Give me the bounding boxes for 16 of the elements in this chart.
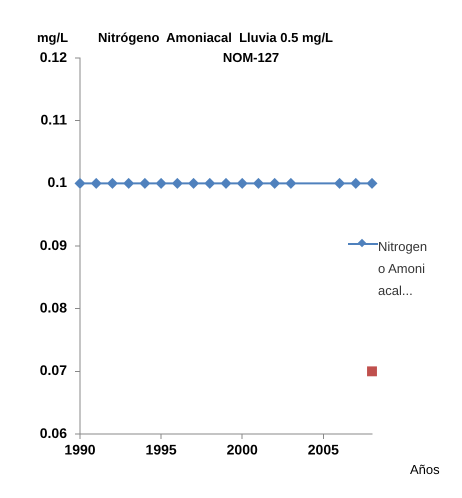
legend-label: Nitrogeno Amoniacal... (378, 238, 428, 300)
y-tick-label: 0.11 (40, 112, 68, 128)
chart-title: Nitrógeno Amoniacal Lluvia 0.5 mg/L (98, 30, 334, 45)
y-tick-label: 0.08 (40, 300, 68, 316)
x-tick-label: 1995 (146, 441, 177, 458)
x-tick-label: 1990 (64, 441, 96, 458)
y-tick-label: 0.1 (48, 174, 68, 190)
y-axis-title: mg/L (37, 30, 68, 45)
chart-subtitle: NOM-127 (222, 50, 280, 65)
y-tick-label: 0.09 (40, 236, 68, 253)
y-tick-label: 0.06 (40, 424, 68, 441)
x-axis-title: Años (410, 462, 440, 477)
x-tick-label: 2000 (226, 441, 258, 458)
x-tick-label: 2005 (308, 441, 340, 458)
y-tick-label: 0.07 (40, 362, 68, 378)
y-tick-label: 0.12 (40, 48, 68, 65)
